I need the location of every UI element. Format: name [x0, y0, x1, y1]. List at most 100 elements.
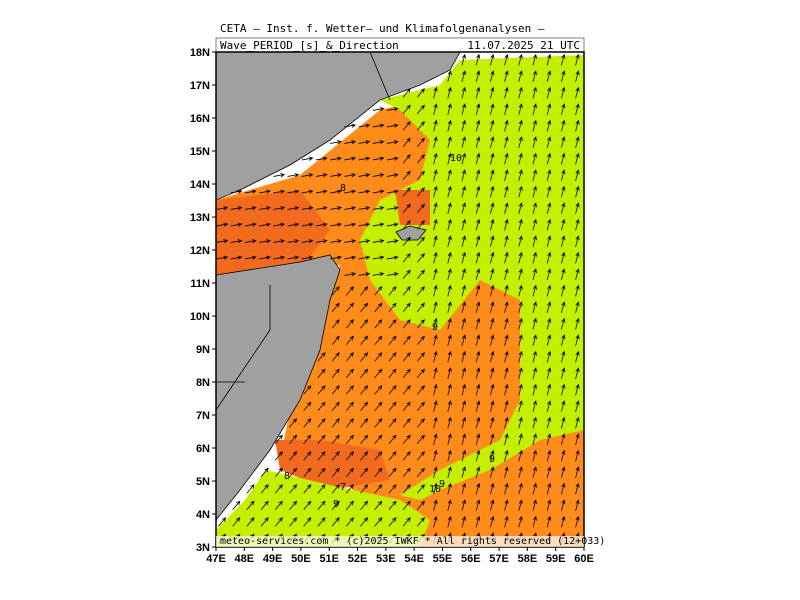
arrow	[518, 367, 523, 379]
arrow	[504, 449, 509, 462]
arrow	[489, 152, 495, 165]
arrow	[447, 449, 452, 462]
arrow	[433, 482, 438, 495]
arrow	[287, 206, 300, 211]
arrow	[532, 103, 537, 115]
arrow	[374, 418, 383, 428]
arrow	[402, 187, 411, 197]
arrow	[374, 368, 383, 378]
arrow	[289, 467, 298, 477]
arrow	[546, 185, 552, 198]
arrow	[489, 284, 495, 297]
arrow	[475, 499, 481, 511]
arrow	[388, 352, 397, 362]
arrow	[461, 103, 466, 115]
arrow	[546, 53, 552, 66]
arrow	[447, 416, 452, 429]
arrow	[374, 385, 383, 395]
arrow	[317, 418, 326, 428]
arrow	[259, 206, 271, 211]
arrow	[230, 206, 243, 211]
arrow	[575, 284, 580, 297]
arrow	[575, 449, 580, 462]
arrow	[259, 189, 271, 194]
contour-label: 9	[333, 499, 339, 510]
arrow	[360, 352, 369, 362]
contour-label: 9	[489, 454, 495, 465]
arrow	[546, 284, 552, 297]
arrow	[274, 467, 283, 477]
arrow	[475, 169, 481, 181]
arrow	[489, 86, 495, 99]
arrow	[532, 433, 537, 445]
arrow	[416, 368, 425, 378]
arrow	[230, 255, 243, 260]
arrow	[560, 466, 566, 478]
arrow	[532, 169, 537, 181]
arrow	[489, 218, 495, 231]
arrow	[388, 302, 397, 312]
arrow	[416, 104, 425, 114]
arrow	[289, 418, 298, 428]
arrow	[461, 400, 466, 412]
axes: 18N 17N 16N 15N 14N 13N 12N 11N 10N 9N 8N 7N 6N 5N 4N 3…	[190, 47, 594, 565]
arrow	[416, 302, 425, 312]
arrow	[317, 352, 326, 362]
arrow	[230, 222, 243, 227]
arrow	[416, 319, 425, 329]
contour-label: 10	[429, 484, 441, 495]
arrow	[546, 235, 552, 247]
arrow	[273, 222, 286, 227]
arrow	[416, 88, 425, 98]
arrow	[244, 222, 257, 227]
lat-label: 15N	[190, 146, 210, 158]
arrow	[402, 121, 411, 131]
lon-label: 49E	[263, 553, 283, 565]
arrow	[374, 352, 383, 362]
arrow	[402, 170, 411, 180]
lon-label: 48E	[235, 553, 255, 565]
arrow	[416, 451, 425, 461]
arrow	[575, 169, 580, 181]
lon-label: 54E	[404, 553, 424, 565]
arrow	[358, 206, 371, 211]
field-red	[395, 190, 430, 225]
arrow	[546, 482, 552, 495]
arrow	[560, 218, 566, 231]
arrow	[402, 368, 411, 378]
arrow	[560, 400, 566, 412]
arrow	[532, 235, 537, 247]
arrow	[402, 220, 411, 230]
arrow	[274, 484, 283, 494]
arrow	[461, 284, 466, 297]
arrow	[260, 500, 269, 510]
lon-label: 52E	[348, 553, 368, 565]
arrow	[447, 70, 452, 82]
arrow	[546, 70, 552, 82]
arrow	[402, 236, 411, 246]
arrow	[433, 367, 438, 379]
arrow	[504, 202, 509, 214]
arrow	[518, 136, 523, 148]
title: CETA — Inst. f. Wetter— und Klimafolgena…	[220, 22, 545, 35]
arrow	[345, 302, 354, 312]
field-red	[275, 440, 390, 490]
arrow	[532, 367, 537, 379]
arrow	[330, 239, 342, 244]
arrow	[532, 53, 537, 66]
arrow	[447, 251, 452, 264]
arrow	[489, 515, 495, 528]
arrow	[315, 156, 328, 161]
arrow	[416, 500, 425, 510]
arrow	[374, 434, 383, 444]
arrow	[344, 255, 357, 260]
arrow	[259, 255, 271, 260]
arrow	[461, 367, 466, 379]
arrow	[372, 255, 385, 260]
arrow	[388, 401, 397, 411]
arrow	[475, 70, 481, 82]
arrow	[518, 218, 523, 231]
arrow	[433, 466, 438, 478]
arrow	[447, 317, 452, 330]
